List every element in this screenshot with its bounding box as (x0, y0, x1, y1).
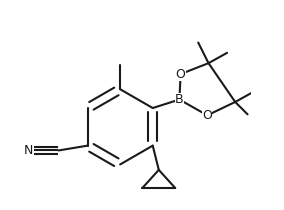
Text: B: B (175, 93, 184, 106)
Text: O: O (176, 68, 185, 81)
Text: O: O (202, 109, 212, 122)
Text: N: N (24, 144, 33, 157)
